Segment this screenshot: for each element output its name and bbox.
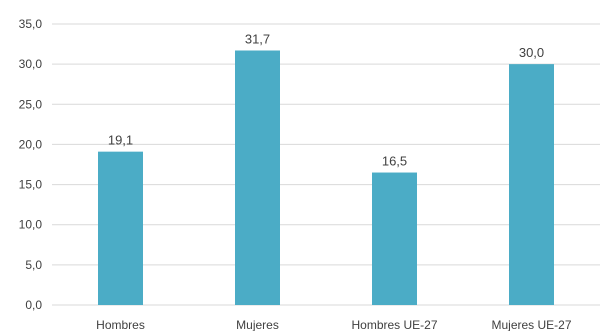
- bar: [372, 172, 417, 305]
- x-axis-labels: Hombres Mujeres Hombres UE-27 Mujeres UE-27: [96, 318, 572, 331]
- data-label: 30,0: [519, 45, 544, 60]
- data-label: 19,1: [108, 133, 133, 148]
- y-tick-label: 35,0: [19, 17, 43, 31]
- data-label: 16,5: [382, 154, 407, 169]
- gridlines: [52, 23, 600, 306]
- y-axis-ticks: 0,0 5,0 10,0 15,0 20,0 25,0 30,0 35,0: [19, 17, 43, 312]
- bar: [98, 151, 143, 305]
- data-label: 31,7: [245, 31, 270, 46]
- y-tick-label: 30,0: [19, 57, 43, 71]
- y-tick-label: 15,0: [19, 178, 43, 192]
- y-tick-label: 10,0: [19, 218, 43, 232]
- bar: [235, 50, 280, 305]
- x-category-label: Mujeres UE-27: [491, 318, 571, 331]
- bars: [98, 50, 554, 306]
- x-category-label: Mujeres: [236, 318, 279, 331]
- y-tick-label: 0,0: [25, 298, 42, 312]
- bar: [509, 64, 554, 306]
- data-labels: 19,1 31,7 16,5 30,0: [108, 31, 544, 168]
- x-category-label: Hombres: [96, 318, 145, 331]
- y-tick-label: 25,0: [19, 97, 43, 111]
- y-tick-label: 20,0: [19, 137, 43, 151]
- y-tick-label: 5,0: [25, 258, 42, 272]
- x-category-label: Hombres UE-27: [351, 318, 437, 331]
